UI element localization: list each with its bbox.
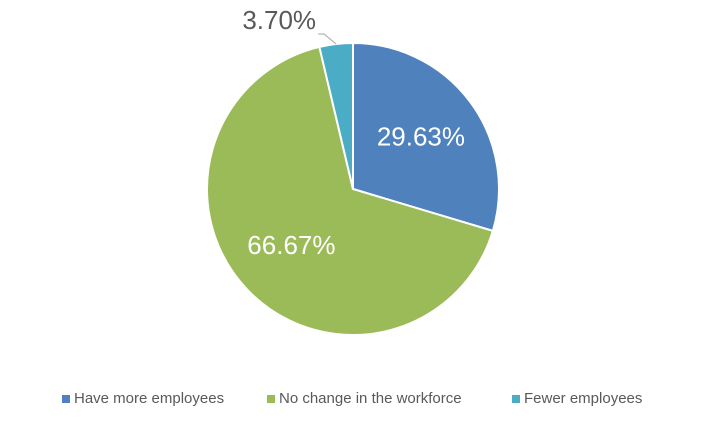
legend-label: No change in the workforce	[279, 390, 462, 407]
leader-line	[318, 33, 337, 45]
pie-slice	[352, 41, 500, 233]
data-label: 3.70%	[242, 5, 316, 35]
legend-swatch	[267, 395, 275, 403]
legend-swatch	[512, 395, 520, 403]
data-label: 29.63%	[377, 121, 465, 151]
legend-label: Have more employees	[74, 390, 224, 407]
legend-swatch	[62, 395, 70, 403]
data-label: 66.67%	[247, 230, 335, 260]
legend-label: Fewer employees	[524, 390, 642, 407]
pie-slice	[206, 45, 495, 336]
